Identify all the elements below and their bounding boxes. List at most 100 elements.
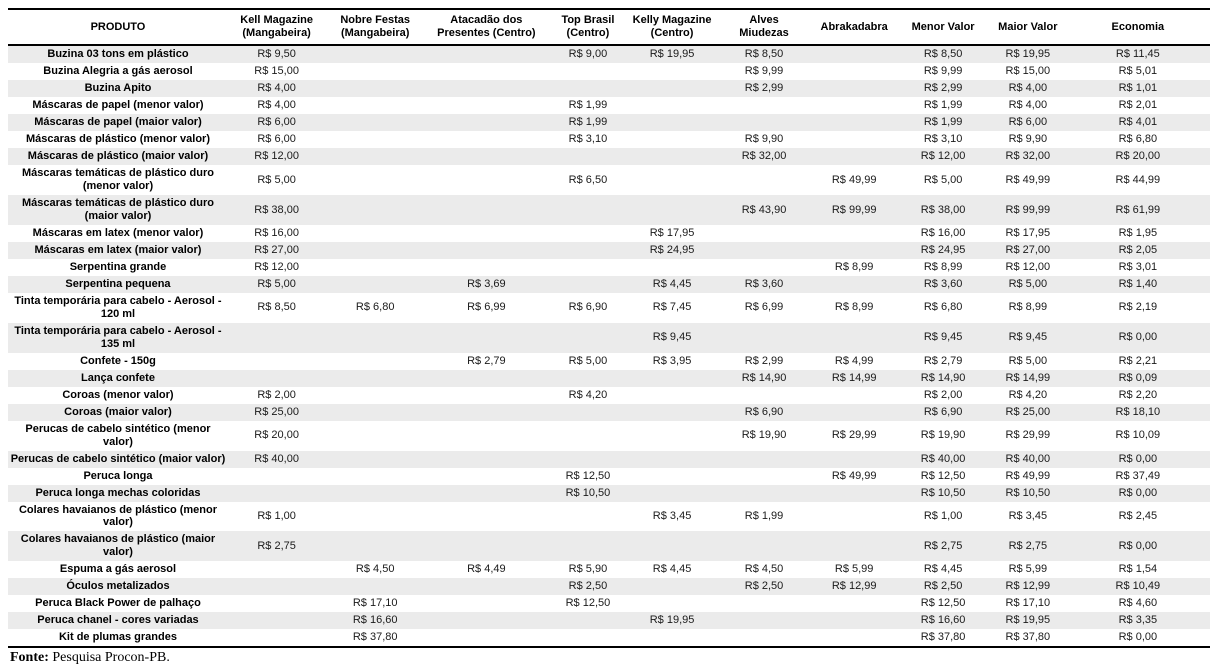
price-cell: R$ 4,20 xyxy=(1008,388,1048,401)
table-row: Buzina Alegria a gás aerosol R$ 15,00 R$ 9… xyxy=(8,63,1210,80)
product-cell: Colares havaianos de plástico (maior val… xyxy=(20,533,216,559)
price-cell xyxy=(548,370,629,387)
price-cell xyxy=(716,531,812,561)
table-row: Perucas de cabelo sintético (maior valor… xyxy=(8,450,1210,468)
price-cell: R$ 38,00 xyxy=(254,203,299,216)
col-header-menor-valor: Menor Valor xyxy=(896,9,990,47)
price-cell xyxy=(425,578,548,595)
price-cell: R$ 3,10 xyxy=(923,133,963,146)
price-cell: R$ 3,95 xyxy=(652,354,692,367)
price-cell: R$ 6,90 xyxy=(744,405,784,418)
price-cell: R$ 2,75 xyxy=(257,539,296,552)
price-cell: R$ 16,60 xyxy=(920,614,966,627)
price-cell xyxy=(812,148,896,165)
price-cell: R$ 2,01 xyxy=(1118,99,1158,112)
price-cell xyxy=(548,323,629,353)
col-header-kelly-magazine: Kelly Magazine (Centro) xyxy=(628,9,716,47)
price-cell: R$ 27,00 xyxy=(254,244,299,256)
price-cell: R$ 14,99 xyxy=(831,371,877,384)
price-cell xyxy=(425,225,548,242)
table-row: Máscaras em latex (menor valor) R$ 16,00 R… xyxy=(8,225,1210,242)
price-cell: R$ 40,00 xyxy=(1005,452,1051,465)
price-cell: R$ 8,50 xyxy=(923,48,963,61)
price-cell xyxy=(228,485,325,502)
price-cell: R$ 49,99 xyxy=(831,173,877,186)
price-cell: R$ 12,00 xyxy=(254,150,299,163)
price-cell: R$ 1,00 xyxy=(257,509,296,522)
price-cell xyxy=(812,451,896,468)
product-cell: Máscaras em latex (maior valor) xyxy=(34,244,202,256)
product-cell: Peruca chanel - cores variadas xyxy=(37,614,199,627)
price-cell: R$ 12,50 xyxy=(920,597,966,610)
price-cell: R$ 6,90 xyxy=(568,301,608,314)
product-cell: Coroas (maior valor) xyxy=(64,405,172,418)
price-cell xyxy=(812,502,896,532)
price-cell xyxy=(325,370,425,387)
table-row: Colares havaianos de plástico (menor val… xyxy=(8,502,1210,532)
price-cell: R$ 4,00 xyxy=(1008,99,1048,112)
price-cell: R$ 15,00 xyxy=(254,65,299,78)
price-cell: R$ 9,99 xyxy=(923,65,963,78)
table-row: Tinta temporária para cabelo - Aerosol -… xyxy=(8,293,1210,323)
price-cell: R$ 2,20 xyxy=(1118,388,1158,401)
price-cell xyxy=(325,45,425,63)
price-cell: R$ 6,00 xyxy=(257,133,296,146)
price-cell xyxy=(425,531,548,561)
price-cell: R$ 10,50 xyxy=(565,486,611,499)
price-cell: R$ 1,54 xyxy=(1118,563,1158,576)
col-header-abrakadabra: Abrakadabra xyxy=(812,9,897,47)
price-cell xyxy=(628,195,716,225)
price-cell xyxy=(628,165,716,195)
table-row: Máscaras em latex (maior valor) R$ 27,00 R… xyxy=(8,242,1210,259)
price-cell xyxy=(425,502,548,532)
price-cell: R$ 1,00 xyxy=(923,509,963,522)
price-cell xyxy=(716,485,812,502)
price-cell: R$ 2,79 xyxy=(467,354,506,367)
col-header-nobre-festas: Nobre Festas (Mangabeira) xyxy=(325,9,426,47)
price-cell xyxy=(325,276,425,293)
price-cell xyxy=(325,165,425,195)
table-row: Peruca longa R$ 12,50 R$ 49,99 R$ 12,50 R$ 4… xyxy=(8,468,1210,485)
table-row: Colares havaianos de plástico (maior val… xyxy=(8,531,1210,562)
price-cell xyxy=(325,468,425,485)
price-cell: R$ 14,99 xyxy=(1005,371,1051,384)
price-cell: R$ 38,00 xyxy=(920,203,966,216)
price-cell: R$ 27,00 xyxy=(1005,244,1051,256)
price-cell xyxy=(716,387,812,404)
price-cell xyxy=(425,404,548,421)
price-cell xyxy=(716,242,812,259)
price-cell xyxy=(228,561,325,578)
price-cell xyxy=(425,195,548,225)
price-cell: R$ 9,99 xyxy=(744,65,784,78)
price-cell xyxy=(812,485,896,502)
price-cell: R$ 5,00 xyxy=(1008,354,1048,367)
price-cell: R$ 32,00 xyxy=(1005,150,1051,163)
price-cell: R$ 17,95 xyxy=(649,227,695,240)
price-cell: R$ 3,60 xyxy=(744,277,784,290)
price-cell xyxy=(325,131,425,148)
price-cell xyxy=(716,629,812,647)
price-cell: R$ 12,00 xyxy=(254,260,299,273)
product-cell: Serpentina grande xyxy=(69,260,167,273)
price-cell: R$ 1,99 xyxy=(744,509,784,522)
price-cell xyxy=(228,578,325,595)
price-cell xyxy=(548,404,629,421)
price-cell xyxy=(548,259,629,276)
price-cell: R$ 7,45 xyxy=(652,301,692,314)
price-cell: R$ 25,00 xyxy=(254,405,299,418)
price-cell: R$ 61,99 xyxy=(1115,203,1161,216)
price-cell: R$ 0,00 xyxy=(1118,631,1158,644)
product-cell: Máscaras em latex (menor valor) xyxy=(32,227,204,240)
price-cell: R$ 8,50 xyxy=(744,48,784,61)
price-cell xyxy=(325,195,425,225)
price-cell: R$ 8,99 xyxy=(834,301,874,314)
price-cell: R$ 3,35 xyxy=(1118,614,1158,627)
table-row: Buzina 03 tons em plástico R$ 9,50 R$ 9,00… xyxy=(8,45,1210,64)
price-cell: R$ 6,80 xyxy=(1118,133,1158,146)
price-cell xyxy=(812,323,896,353)
price-cell: R$ 2,00 xyxy=(257,388,296,401)
price-cell: R$ 12,00 xyxy=(920,150,966,163)
price-cell: R$ 12,50 xyxy=(565,597,611,610)
price-cell: R$ 6,00 xyxy=(257,116,296,129)
price-cell xyxy=(628,131,716,148)
